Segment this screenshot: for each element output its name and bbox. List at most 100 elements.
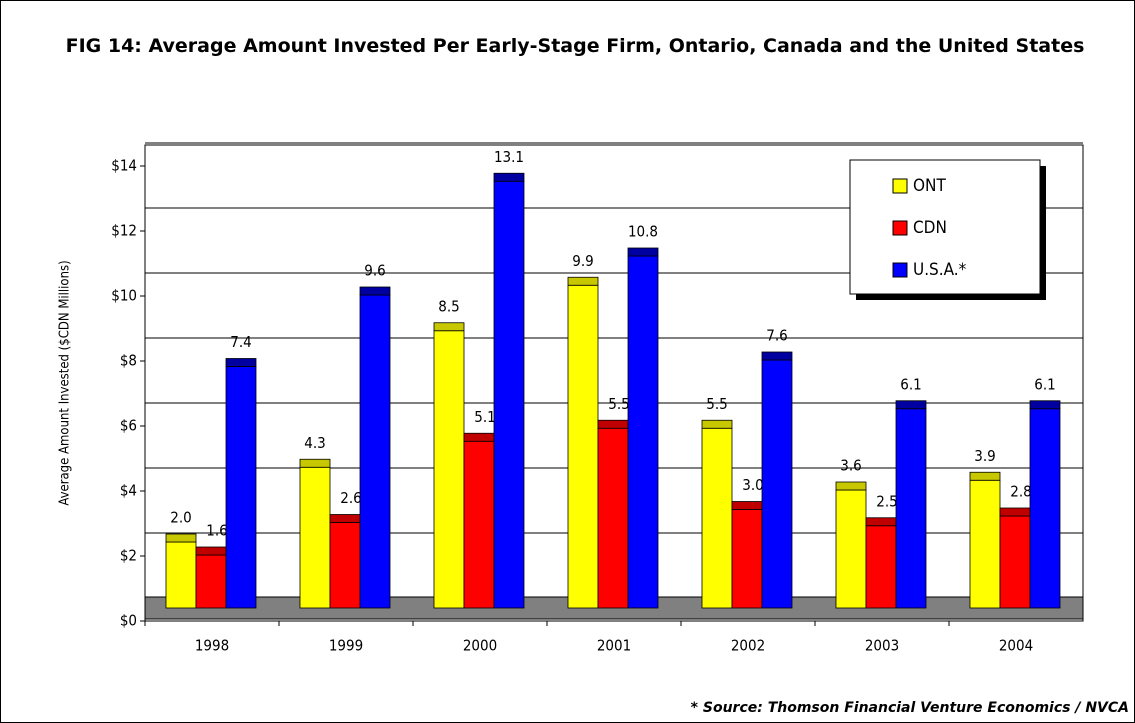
bar-top (865, 517, 897, 527)
bar (433, 322, 465, 609)
bar (567, 276, 599, 609)
data-label: 3.6 (840, 457, 861, 475)
bar-top (493, 172, 525, 182)
data-label: 6.1 (1034, 375, 1055, 393)
bar (165, 533, 197, 609)
bar-top (969, 471, 1001, 481)
bar-front (225, 366, 257, 609)
bar-top (895, 400, 927, 410)
data-label: 8.5 (438, 297, 459, 315)
data-label: 7.4 (230, 333, 251, 351)
bar (701, 419, 733, 609)
y-tick-label: $10 (111, 287, 137, 305)
bar-front (195, 554, 227, 609)
bar (463, 432, 495, 609)
source-note: * Source: Thomson Financial Venture Econ… (690, 700, 1129, 716)
bar-top (195, 546, 227, 556)
bar-front (1029, 408, 1061, 609)
legend-label: U.S.A.* (913, 260, 967, 280)
bar-front (597, 427, 629, 609)
bar-front (865, 525, 897, 609)
y-tick-label: $14 (111, 157, 137, 175)
y-axis-label: Average Amount Invested ($CDN Millions) (58, 260, 73, 505)
bar-top (999, 507, 1031, 517)
bar-top (1029, 400, 1061, 410)
bar (195, 546, 227, 609)
legend: ONT CDN U.S.A.* (849, 159, 1046, 300)
data-label: 5.5 (706, 395, 727, 413)
bar-front (627, 255, 659, 609)
bar (627, 247, 659, 609)
bar-top (165, 533, 197, 543)
bar-front (433, 330, 465, 609)
bar (835, 481, 867, 609)
y-tick-label: $8 (120, 352, 137, 370)
y-tick-label: $0 (120, 612, 137, 630)
x-tick-label: 2001 (597, 637, 631, 655)
bar-front (701, 427, 733, 609)
legend-label: CDN (913, 218, 947, 238)
data-label: 10.8 (628, 223, 658, 241)
bar (329, 514, 361, 609)
data-label: 9.9 (572, 252, 593, 270)
y-tick-label: $4 (120, 482, 137, 500)
bar-top (627, 247, 659, 257)
bar-front (761, 359, 793, 609)
bar (761, 351, 793, 609)
legend-swatch (892, 262, 908, 278)
x-tick-label: 1998 (195, 637, 229, 655)
bar-front (463, 440, 495, 609)
chart-title: FIG 14: Average Amount Invested Per Earl… (65, 35, 1085, 57)
data-label: 13.1 (494, 148, 524, 166)
bar-top (567, 276, 599, 286)
data-label: 2.6 (340, 489, 361, 507)
bar-top (329, 514, 361, 523)
legend-swatch (892, 178, 908, 194)
data-label: 2.8 (1010, 483, 1031, 501)
bar-top (701, 419, 733, 429)
bar-front (895, 408, 927, 609)
bar (731, 501, 763, 609)
x-tick-label: 2003 (865, 637, 899, 655)
bar (1029, 400, 1061, 609)
data-label: 2.0 (170, 509, 191, 527)
bar-top (433, 322, 465, 332)
legend-swatch (892, 220, 908, 236)
bar (359, 286, 391, 609)
bar-top (835, 481, 867, 491)
y-tick-label: $6 (120, 417, 137, 435)
data-label: 2.5 (876, 492, 897, 510)
data-label: 5.5 (608, 395, 629, 413)
bar-front (969, 479, 1001, 609)
bar-top (731, 501, 763, 510)
data-label: 4.3 (304, 434, 325, 452)
y-tick-label: $2 (120, 547, 137, 565)
legend-box (849, 159, 1041, 295)
data-label: 9.6 (364, 262, 385, 280)
data-label: 3.0 (742, 476, 763, 494)
bar-front (329, 522, 361, 609)
bar (895, 400, 927, 609)
bar-top (597, 419, 629, 429)
bar-front (493, 180, 525, 609)
x-tick-label: 2002 (731, 637, 765, 655)
bar-top (463, 432, 495, 442)
bar-front (999, 515, 1031, 609)
x-tick-label: 1999 (329, 637, 363, 655)
bar (969, 471, 1001, 609)
x-tick-label: 2000 (463, 637, 497, 655)
bar-top (225, 358, 257, 367)
data-label: 1.6 (206, 522, 227, 540)
bar (999, 507, 1031, 609)
bar-front (731, 509, 763, 609)
legend-label: ONT (913, 176, 946, 196)
bar-front (299, 466, 331, 609)
bar (493, 172, 525, 609)
bar (597, 419, 629, 609)
bar-top (299, 458, 331, 468)
bar-top (359, 286, 391, 296)
bar-top (761, 351, 793, 361)
bar-front (165, 541, 197, 609)
